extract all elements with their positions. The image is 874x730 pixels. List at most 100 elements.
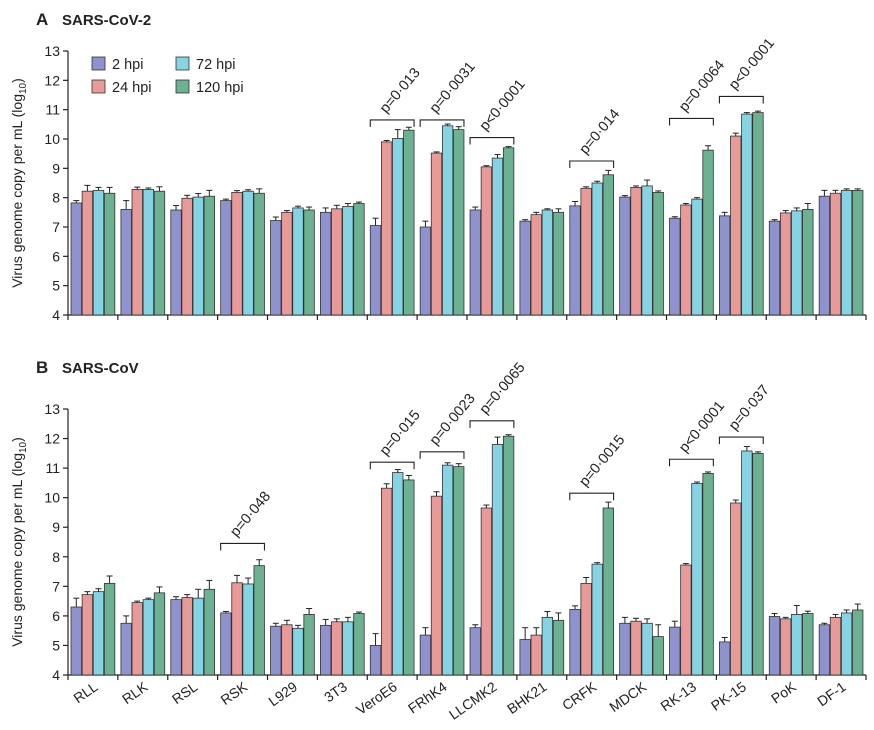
bar <box>530 634 542 676</box>
bar <box>552 211 565 316</box>
y-axis-label-subscript: 10 <box>18 441 29 453</box>
significance-bracket <box>419 119 465 127</box>
significance-bracket <box>718 95 764 104</box>
bar <box>669 626 681 676</box>
bar <box>818 195 831 316</box>
bar <box>768 616 781 676</box>
bar <box>541 616 554 676</box>
bar <box>840 189 853 316</box>
bar <box>92 189 105 316</box>
x-tick-label: PK-15 <box>708 678 749 714</box>
y-tick-label: 9 <box>52 160 60 176</box>
legend-swatch <box>91 56 106 71</box>
bar <box>153 190 166 316</box>
bar <box>852 609 864 676</box>
significance-bracket <box>668 117 714 126</box>
x-tick-label: 3T3 <box>321 678 350 705</box>
bar <box>120 622 132 676</box>
legend-label: 2 hpi <box>112 57 143 73</box>
bar <box>231 582 243 676</box>
bar <box>702 473 714 676</box>
panel-title: SARS-CoV-2 <box>62 12 151 29</box>
p-value-label: p=0·0031 <box>427 59 479 117</box>
panel-b-chart: B SARS-CoV Virus genome copy per mL (log10… <box>9 358 867 723</box>
bar <box>120 208 132 316</box>
y-axis-label-end: ) <box>9 78 25 83</box>
significance-bracket <box>569 160 615 168</box>
legend-label: 120 hpi <box>196 80 244 96</box>
bar <box>253 192 265 316</box>
bar <box>602 507 614 676</box>
bar <box>491 157 504 316</box>
bar <box>519 639 531 676</box>
bar <box>719 215 731 316</box>
bar <box>752 112 764 316</box>
bar <box>353 613 365 676</box>
p-value-label: p=0·015 <box>377 407 424 458</box>
bar <box>430 495 443 676</box>
bar <box>680 564 692 676</box>
bar <box>569 608 581 676</box>
y-tick-label: 12 <box>44 72 60 88</box>
y-tick-label: 12 <box>44 431 60 447</box>
bar <box>641 622 653 676</box>
p-value-label: p=0·0015 <box>576 432 628 490</box>
y-tick-label: 13 <box>44 43 60 59</box>
bar <box>641 185 653 316</box>
bar <box>380 487 393 676</box>
bar <box>142 189 155 316</box>
bar <box>441 464 454 676</box>
bar <box>103 582 116 676</box>
bar <box>403 479 415 676</box>
bar <box>270 625 282 676</box>
bar <box>81 594 94 676</box>
y-tick-label: 4 <box>52 307 60 323</box>
p-value-label: p<0·0001 <box>477 77 529 135</box>
bar <box>70 606 82 676</box>
x-tick-label: RK-13 <box>657 678 699 714</box>
bar <box>469 627 481 676</box>
y-tick-label: 7 <box>52 578 60 594</box>
significance-bracket <box>220 542 266 551</box>
y-axis-label: Virus genome copy per mL (log10) <box>9 437 29 647</box>
y-tick-label: 5 <box>52 278 60 294</box>
bar <box>802 208 814 316</box>
bar <box>403 129 415 316</box>
bar <box>453 129 465 316</box>
bar <box>203 588 215 676</box>
y-tick-label: 10 <box>44 131 60 147</box>
bar <box>591 182 603 316</box>
bar <box>480 507 493 676</box>
y-tick-label: 6 <box>52 608 60 624</box>
bar <box>619 196 631 316</box>
bar <box>691 483 703 676</box>
bar <box>519 220 531 316</box>
bar <box>281 624 293 676</box>
y-tick-label: 8 <box>52 549 60 565</box>
bar <box>569 205 581 316</box>
bar <box>602 174 614 316</box>
bar <box>680 204 692 316</box>
significance-bracket <box>469 420 515 428</box>
bar <box>170 599 182 676</box>
bar <box>419 226 432 316</box>
bar <box>369 225 382 316</box>
bar <box>281 211 293 316</box>
bar <box>253 565 265 676</box>
bar <box>320 624 332 676</box>
bar <box>220 200 232 316</box>
significance-bracket <box>569 492 615 501</box>
bar <box>730 135 742 316</box>
bar <box>242 583 254 676</box>
x-tick-label: RSL <box>169 678 201 707</box>
panel-letter: B <box>36 358 48 377</box>
bar <box>741 113 753 316</box>
legend-swatch <box>175 79 190 94</box>
legend-label: 72 hpi <box>196 57 236 73</box>
panel-title: SARS-CoV <box>62 360 139 377</box>
bar <box>419 634 432 676</box>
bar <box>242 190 254 316</box>
bar <box>203 195 215 316</box>
bar <box>453 466 465 676</box>
